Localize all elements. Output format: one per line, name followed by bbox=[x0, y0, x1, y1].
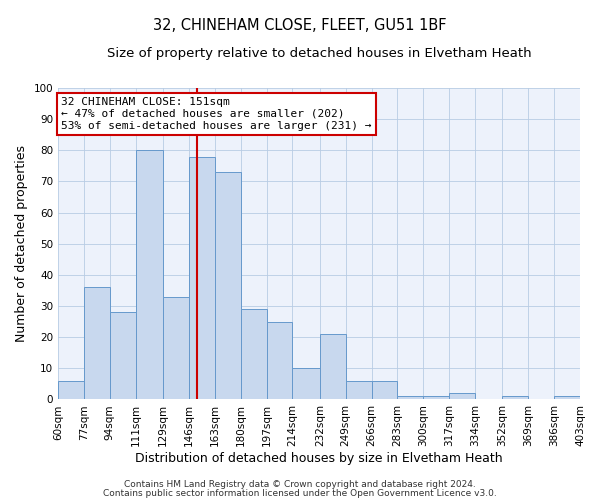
Text: Contains HM Land Registry data © Crown copyright and database right 2024.: Contains HM Land Registry data © Crown c… bbox=[124, 480, 476, 489]
Bar bbox=[346, 381, 371, 400]
Bar bbox=[84, 288, 110, 400]
Bar bbox=[110, 312, 136, 400]
Bar bbox=[241, 309, 266, 400]
Bar bbox=[292, 368, 320, 400]
Bar bbox=[266, 322, 292, 400]
Bar bbox=[320, 334, 346, 400]
Y-axis label: Number of detached properties: Number of detached properties bbox=[15, 146, 28, 342]
Bar bbox=[163, 296, 189, 400]
Bar bbox=[215, 172, 241, 400]
Text: 32, CHINEHAM CLOSE, FLEET, GU51 1BF: 32, CHINEHAM CLOSE, FLEET, GU51 1BF bbox=[153, 18, 447, 32]
Bar bbox=[371, 381, 397, 400]
Bar bbox=[449, 393, 475, 400]
Bar bbox=[58, 381, 84, 400]
Bar bbox=[423, 396, 449, 400]
Bar bbox=[502, 396, 528, 400]
Text: 32 CHINEHAM CLOSE: 151sqm
← 47% of detached houses are smaller (202)
53% of semi: 32 CHINEHAM CLOSE: 151sqm ← 47% of detac… bbox=[61, 98, 371, 130]
Bar bbox=[554, 396, 580, 400]
Title: Size of property relative to detached houses in Elvetham Heath: Size of property relative to detached ho… bbox=[107, 48, 532, 60]
Bar bbox=[189, 156, 215, 400]
Bar bbox=[397, 396, 423, 400]
X-axis label: Distribution of detached houses by size in Elvetham Heath: Distribution of detached houses by size … bbox=[135, 452, 503, 465]
Text: Contains public sector information licensed under the Open Government Licence v3: Contains public sector information licen… bbox=[103, 489, 497, 498]
Bar bbox=[136, 150, 163, 400]
